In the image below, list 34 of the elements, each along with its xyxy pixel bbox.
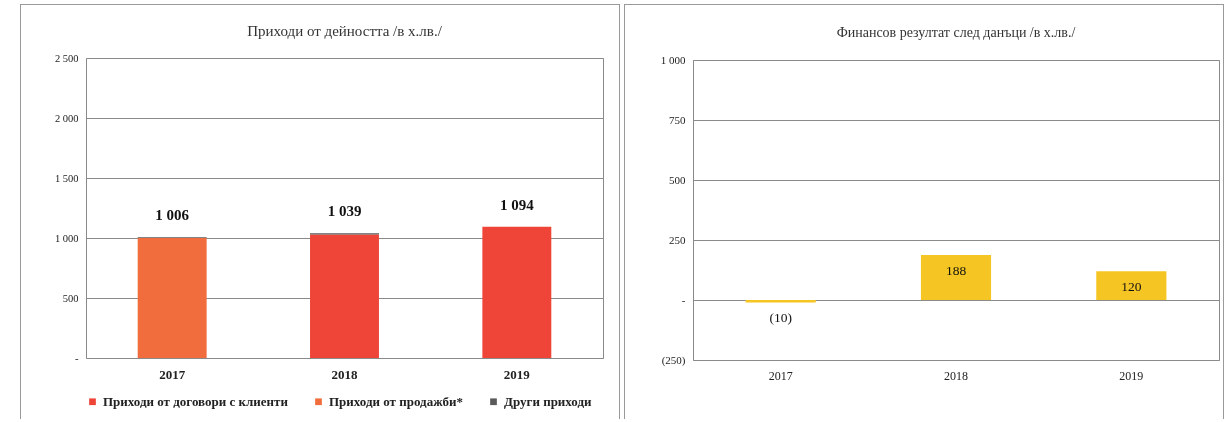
bar: [1096, 271, 1167, 300]
y-tick-label: 1 000: [660, 53, 686, 66]
y-tick-label: 1 500: [54, 172, 79, 184]
x-tick-label: 2018: [331, 366, 358, 382]
legend-label: Приходи от договори с клиенти: [103, 393, 289, 409]
x-tick-label: 2018: [944, 368, 968, 383]
chart-title: Финансов резултат след данъци /в х.лв./: [836, 25, 1076, 40]
bar: [482, 226, 552, 358]
legend-label: Приходи от продажби*: [329, 393, 463, 409]
y-tick-label: -: [681, 293, 686, 306]
y-tick-label: 750: [669, 113, 686, 126]
x-tick-label: 2017: [159, 366, 186, 382]
legend-label: Други приходи: [504, 393, 593, 409]
data-label: (10): [769, 310, 792, 326]
y-tick-label: (250): [661, 353, 686, 367]
x-tick-label: 2019: [1119, 368, 1144, 383]
y-tick-label: 2 500: [54, 52, 79, 64]
x-tick-label: 2017: [768, 368, 793, 383]
total-label: 1 006: [155, 207, 190, 224]
data-label: 188: [945, 262, 967, 278]
y-tick-label: 1 000: [54, 232, 79, 244]
bar: [920, 254, 992, 300]
y-tick-label: -: [75, 352, 79, 364]
total-label: 1 094: [499, 196, 535, 213]
total-label: 1 039: [327, 203, 362, 220]
chart-title: Приходи от дейността /в х.лв./: [247, 23, 443, 39]
y-tick-label: 500: [669, 173, 686, 186]
y-tick-label: 2 000: [54, 112, 79, 124]
bar: [310, 234, 379, 358]
bar: [137, 238, 207, 358]
y-tick-label: 250: [669, 233, 686, 246]
x-tick-label: 2019: [503, 366, 531, 382]
data-label: 120: [1121, 279, 1142, 295]
y-tick-label: 500: [62, 292, 79, 304]
